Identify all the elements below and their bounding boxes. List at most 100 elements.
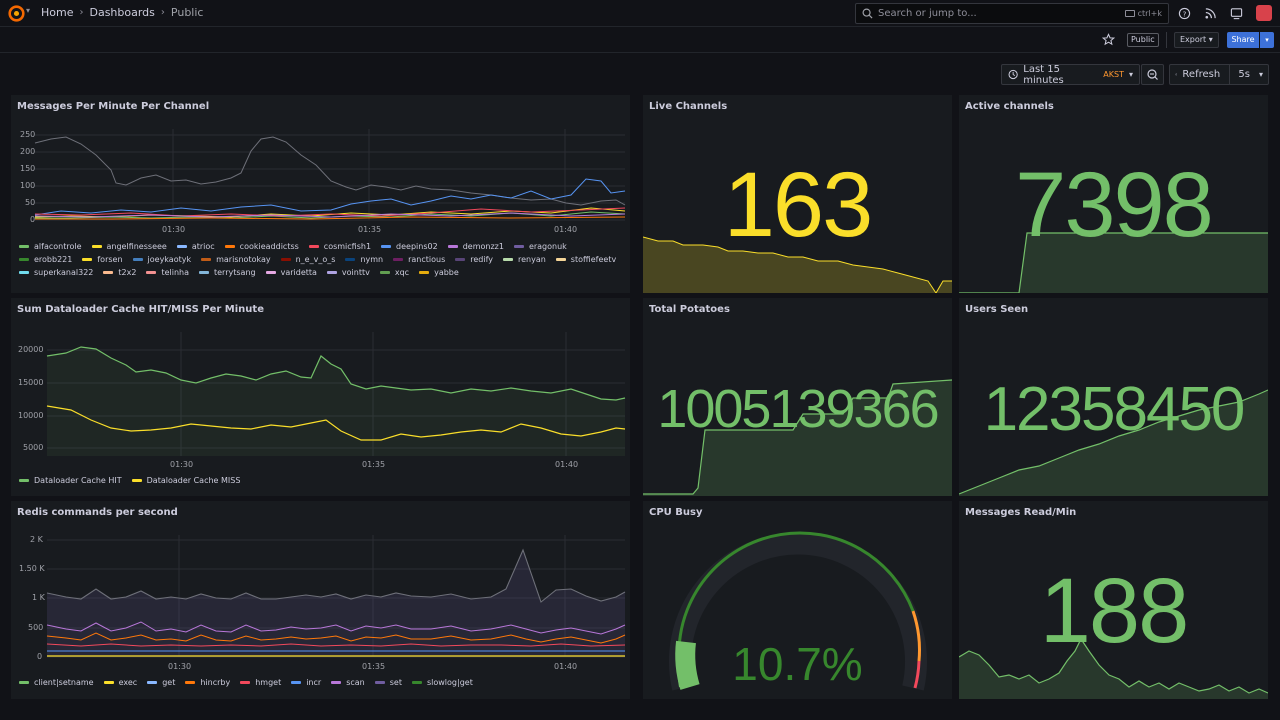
panel-live-channels[interactable]: Live Channels 163: [643, 95, 952, 293]
avatar[interactable]: [1256, 5, 1272, 21]
legend-item[interactable]: renyan: [502, 255, 546, 264]
legend-item[interactable]: varidetta: [265, 268, 317, 277]
legend-item[interactable]: atrioc: [176, 242, 215, 251]
breadcrumb-home[interactable]: Home: [41, 6, 74, 19]
legend-item[interactable]: cookieaddictss: [224, 242, 299, 251]
cache-chart: [46, 332, 626, 456]
legend-item[interactable]: terrytsang: [199, 268, 256, 277]
breadcrumb-dashboards[interactable]: Dashboards: [89, 6, 155, 19]
legend-item[interactable]: forsen: [82, 255, 123, 264]
rss-icon[interactable]: [1204, 7, 1217, 20]
panel-dataloader-cache[interactable]: Sum Dataloader Cache HIT/MISS Per Minute…: [11, 298, 630, 496]
legend-item[interactable]: eragonuk: [513, 242, 567, 251]
legend-label: angelfinesseee: [106, 242, 167, 251]
panel-messages-read[interactable]: Messages Read/Min 188: [959, 501, 1268, 699]
legend-label: atrioc: [191, 242, 215, 251]
legend-item[interactable]: marisnotokay: [201, 255, 271, 264]
time-range-picker[interactable]: Last 15 minutes AKST ▾: [1001, 64, 1140, 86]
panel-messages-per-minute[interactable]: Messages Per Minute Per Channel 250 200 …: [11, 95, 630, 293]
panel-title: Sum Dataloader Cache HIT/MISS Per Minute: [17, 304, 264, 315]
refresh-interval[interactable]: 5s: [1238, 69, 1250, 80]
legend-item[interactable]: incr: [291, 678, 321, 687]
x-tick: 01:40: [554, 662, 578, 671]
legend-swatch: [19, 258, 29, 261]
legend-item[interactable]: Dataloader Cache MISS: [131, 476, 241, 485]
legend-swatch: [326, 271, 337, 274]
y-tick: 2 K: [30, 535, 43, 544]
panel-total-potatoes[interactable]: Total Potatoes 1005139366: [643, 298, 952, 496]
clock-icon: [1008, 69, 1018, 80]
legend-item[interactable]: t2x2: [103, 268, 136, 277]
legend-item[interactable]: stoffiefeetv: [555, 255, 616, 264]
legend-swatch: [393, 258, 404, 261]
refresh-label[interactable]: Refresh: [1182, 69, 1221, 80]
search-input[interactable]: [878, 8, 1118, 19]
legend-label: telinha: [161, 268, 189, 277]
panel-redis-commands[interactable]: Redis commands per second 2 K 1.50 K 1 K…: [11, 501, 630, 699]
legend-item[interactable]: Dataloader Cache HIT: [19, 476, 122, 485]
legend-item[interactable]: yabbe: [419, 268, 459, 277]
stat-value: 188: [1039, 560, 1190, 662]
legend-item[interactable]: exec: [103, 678, 137, 687]
legend-item[interactable]: hincrby: [185, 678, 230, 687]
legend-item[interactable]: set: [374, 678, 402, 687]
legend-item[interactable]: alfacontrole: [19, 242, 82, 251]
legend-item[interactable]: deepins02: [381, 242, 438, 251]
panel-title: Total Potatoes: [649, 304, 730, 315]
legend-item[interactable]: redify: [455, 255, 493, 264]
panel-title: Messages Read/Min: [965, 507, 1077, 518]
grafana-logo-icon[interactable]: [8, 5, 25, 22]
legend-item[interactable]: vointtv: [326, 268, 370, 277]
top-nav: ▾ Home › Dashboards › Public ctrl+k ?: [0, 0, 1280, 27]
chevron-down-icon[interactable]: ▾: [26, 6, 31, 15]
help-icon[interactable]: ?: [1178, 7, 1191, 20]
legend-item[interactable]: nymn: [345, 255, 383, 264]
legend-swatch: [131, 479, 142, 482]
legend-label: Dataloader Cache HIT: [34, 476, 122, 485]
legend-item[interactable]: slowlog|get: [411, 678, 473, 687]
share-dropdown-button[interactable]: ▾: [1260, 32, 1274, 48]
legend-item[interactable]: superkanal322: [19, 268, 93, 277]
legend-label: hmget: [255, 678, 282, 687]
panel-active-channels[interactable]: Active channels 7398: [959, 95, 1268, 293]
legend-item[interactable]: get: [147, 678, 175, 687]
keyboard-icon: [1124, 10, 1135, 17]
legend-item[interactable]: angelfinesseee: [91, 242, 167, 251]
panel-users-seen[interactable]: Users Seen 12358450: [959, 298, 1268, 496]
y-tick: 10000: [18, 411, 44, 420]
x-tick: 01:35: [358, 225, 382, 234]
legend-item[interactable]: demonzz1: [447, 242, 504, 251]
legend-item[interactable]: xqc: [379, 268, 409, 277]
panel-cpu-busy[interactable]: CPU Busy 10.7%: [643, 501, 952, 699]
monitor-icon[interactable]: [1230, 7, 1243, 20]
zoom-out-button[interactable]: [1141, 64, 1164, 85]
export-button[interactable]: Export ▾: [1174, 32, 1219, 48]
search-box[interactable]: ctrl+k: [855, 3, 1169, 24]
legend-item[interactable]: n_e_v_o_s: [280, 255, 335, 264]
legend-label: joeykaotyk: [147, 255, 192, 264]
public-badge: Public: [1127, 33, 1159, 47]
legend-label: slowlog|get: [426, 678, 473, 687]
legend-swatch: [176, 245, 187, 248]
legend-label: superkanal322: [34, 268, 94, 277]
chart-legend: alfacontrole angelfinesseee atrioc cookiead…: [19, 242, 619, 277]
dashboard-toolbar: [0, 28, 1280, 53]
star-icon[interactable]: [1102, 33, 1115, 46]
legend-item[interactable]: cosmicfish1: [308, 242, 372, 251]
legend-item[interactable]: client|setname: [19, 678, 94, 687]
legend-label: cosmicfish1: [323, 242, 372, 251]
legend-swatch: [146, 271, 157, 274]
share-button[interactable]: Share: [1227, 32, 1259, 48]
legend-item[interactable]: telinha: [146, 268, 189, 277]
legend-swatch: [419, 271, 430, 274]
legend-label: erobb221: [34, 255, 73, 264]
legend-item[interactable]: erobb221: [19, 255, 72, 264]
legend-item[interactable]: scan: [331, 678, 365, 687]
legend-swatch: [265, 271, 276, 274]
refresh-picker[interactable]: Refresh 5s ▾: [1169, 64, 1269, 85]
legend-label: Dataloader Cache MISS: [146, 476, 241, 485]
x-tick: 01:40: [555, 460, 579, 469]
legend-item[interactable]: hmget: [240, 678, 281, 687]
legend-item[interactable]: ranctious: [393, 255, 445, 264]
legend-item[interactable]: joeykaotyk: [132, 255, 192, 264]
